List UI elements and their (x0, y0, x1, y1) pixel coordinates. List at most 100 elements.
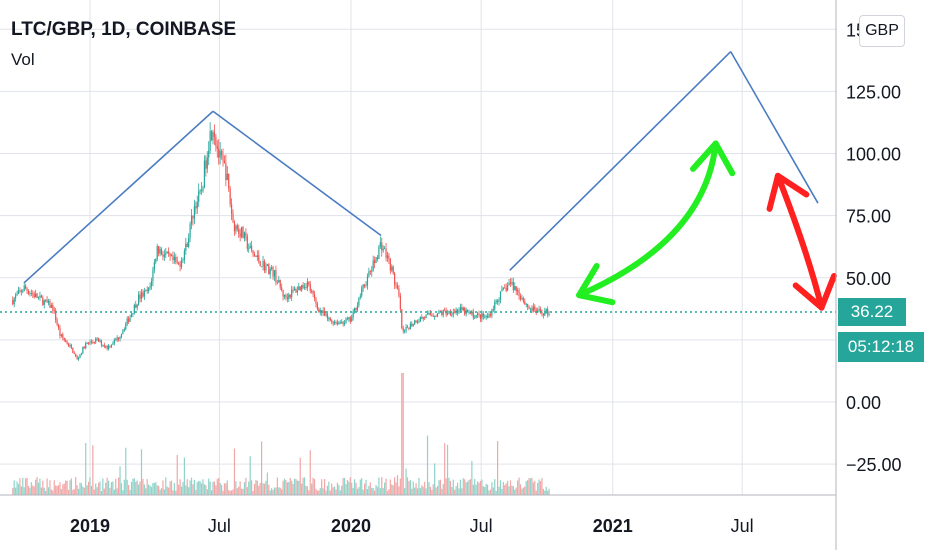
candle-body (253, 253, 256, 256)
candle-body (386, 255, 389, 258)
candle-body (548, 314, 550, 316)
volume-bar (182, 482, 184, 495)
currency-button[interactable]: GBP (859, 15, 905, 47)
candle-body (226, 174, 228, 180)
candle-body (195, 206, 197, 209)
volume-bar (392, 485, 394, 495)
candle-body (444, 310, 446, 312)
candle-body (32, 293, 34, 295)
volume-bar (527, 480, 529, 495)
volume-bar (534, 480, 536, 495)
volume-bar (12, 488, 14, 495)
volume-bar (293, 478, 296, 495)
candle-body (406, 326, 409, 328)
volume-bar (162, 480, 164, 495)
volume-bar (89, 477, 91, 495)
volume-bar (466, 481, 469, 495)
candle-body (169, 253, 171, 257)
volume-bar (79, 482, 81, 495)
candle-body (422, 316, 424, 319)
candle-body (438, 311, 440, 314)
candle-body (266, 264, 268, 266)
volume-bar (512, 486, 514, 495)
candle-body (378, 246, 380, 260)
volume-bar (116, 488, 118, 495)
volume-bar (449, 480, 452, 495)
candle-body (73, 352, 75, 354)
candle-body (232, 213, 234, 223)
candle-body (62, 334, 64, 338)
volume-bar (365, 479, 367, 495)
volume-bar (196, 482, 198, 495)
candle-body (233, 222, 236, 232)
volume-bar (499, 480, 502, 495)
volume-bar (409, 480, 411, 495)
x-tick-label: 2020 (331, 516, 371, 536)
volume-bar (175, 490, 177, 495)
volume-bar (179, 479, 181, 495)
volume-bar (492, 487, 494, 495)
candle-body (152, 269, 154, 282)
volume-bar (431, 489, 433, 495)
candle-body (335, 321, 337, 323)
volume-bar (435, 487, 437, 495)
volume-bar (456, 482, 459, 495)
candle-body (216, 145, 218, 149)
candle-body (205, 160, 207, 169)
candle-body (82, 346, 84, 354)
candle-body (12, 300, 14, 305)
x-tick-label: 2019 (70, 516, 110, 536)
volume-bar (95, 483, 97, 495)
candle-body (33, 293, 35, 298)
volume-bar (155, 482, 157, 495)
volume-bar (501, 489, 503, 495)
volume-bar (488, 490, 490, 495)
volume-bar (394, 477, 396, 495)
candle-body (466, 309, 469, 312)
candle-body (286, 297, 288, 299)
volume-bar (541, 478, 543, 495)
candle-body (435, 316, 437, 317)
volume-bar (53, 480, 55, 495)
candle-body (235, 225, 237, 232)
volume-bar (369, 482, 371, 495)
candle-body (431, 315, 433, 316)
candle-body (256, 255, 258, 257)
candle-body (405, 326, 407, 331)
time-axis[interactable]: 2019 Jul 2020 Jul 2021 Jul (70, 516, 754, 536)
candle-body (66, 341, 68, 345)
candle-body (140, 292, 143, 299)
drawing-layer[interactable] (23, 51, 838, 311)
volume-bar (276, 477, 278, 495)
candle-body (306, 281, 308, 288)
volume-bar (288, 481, 290, 495)
volume-bar (514, 489, 516, 495)
volume-bar (379, 488, 381, 495)
candle-body (86, 343, 88, 344)
candle-body (323, 310, 326, 316)
candle-body (163, 254, 165, 257)
candle-body (271, 267, 273, 269)
candle-body (399, 295, 401, 310)
volume-bar (15, 487, 17, 495)
volume-bar (112, 481, 114, 495)
candle-body (359, 295, 361, 298)
volume-bar (289, 477, 291, 495)
volume-bar (76, 485, 78, 495)
candle-body (225, 163, 227, 180)
y-tick-label: −25.00 (846, 455, 902, 475)
trend-line (730, 51, 819, 204)
candle-body (128, 318, 130, 322)
volume-bar (183, 457, 185, 495)
candle-body (138, 294, 140, 305)
volume-bar (468, 479, 470, 495)
candle-body (381, 242, 383, 251)
candle-body (369, 271, 371, 273)
candle-body (351, 317, 353, 322)
volume-bar (202, 479, 204, 495)
volume-bar (43, 487, 45, 495)
volume-bar (252, 490, 254, 495)
volume-bar (235, 481, 237, 495)
